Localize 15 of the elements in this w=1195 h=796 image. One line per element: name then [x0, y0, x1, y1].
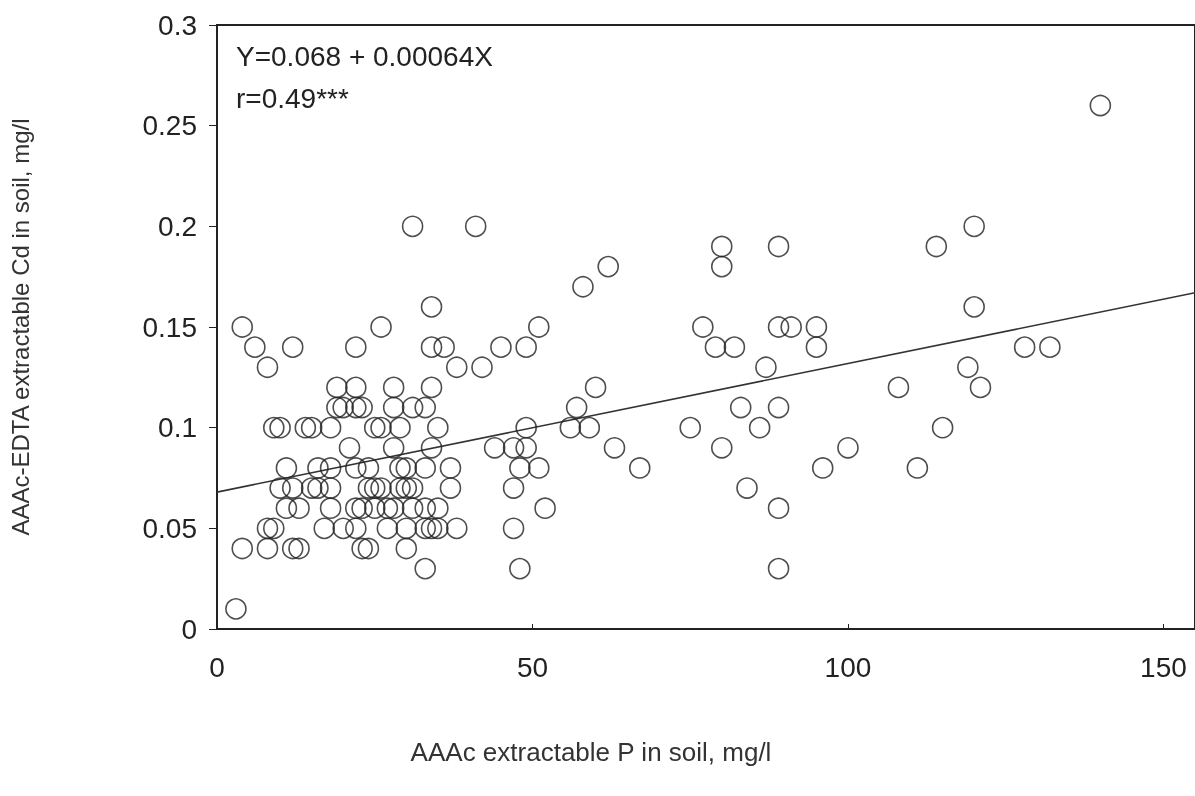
y-tick-label: 0.05: [142, 512, 197, 544]
y-tick-label: 0.15: [142, 311, 197, 343]
annotation: Y=0.068 + 0.00064X: [236, 40, 494, 72]
y-tick-label: 0: [181, 613, 197, 645]
y-tick-label: 0.3: [158, 9, 197, 41]
y-tick-label: 0.1: [158, 412, 197, 444]
x-tick-label: 50: [516, 651, 549, 683]
y-tick-label: 0.25: [142, 110, 197, 142]
x-tick-label: 150: [1140, 651, 1187, 683]
x-tick-label: 0: [209, 651, 225, 683]
y-tick-label: 0.2: [158, 210, 197, 242]
x-axis-title: AAAc extractable P in soil, mg/l: [410, 737, 772, 767]
annotation: r=0.49***: [236, 82, 349, 114]
x-tick-label: 100: [824, 651, 872, 683]
y-axis-title: AAAc-EDTA extractable Cd in soil, mg/l: [6, 118, 34, 536]
